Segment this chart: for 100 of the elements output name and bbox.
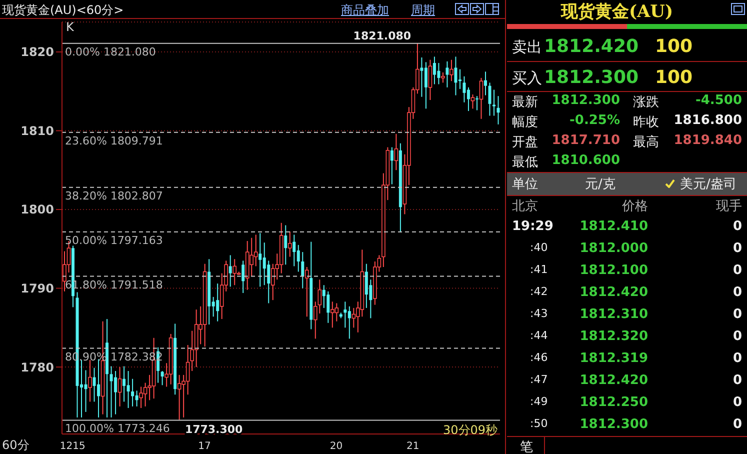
candlestick: [143, 382, 148, 407]
text: :50: [530, 417, 548, 430]
text: 1812.300: [580, 417, 648, 432]
x-tick-label: 17: [198, 441, 211, 452]
annotation: 30分09秒: [443, 422, 498, 439]
ref-line-label: 100.00% 1773.246: [65, 422, 170, 436]
candlestick: [394, 133, 398, 171]
text: :47: [530, 373, 548, 386]
candlestick: [496, 96, 500, 125]
text: :46: [530, 351, 548, 364]
candlestick: [322, 284, 326, 308]
text: 买入: [512, 69, 542, 88]
text: 0: [732, 417, 742, 432]
candlestick: [177, 374, 182, 420]
candlestick: [262, 242, 266, 286]
text: -0.25%: [570, 113, 620, 128]
candlestick: [326, 290, 330, 324]
text: 1812.250: [580, 395, 648, 410]
candlestick: [352, 307, 356, 328]
text: 1812.310: [580, 307, 648, 322]
text: 涨跌: [633, 94, 659, 111]
candlestick: [62, 250, 66, 292]
candlestick: [292, 234, 296, 267]
candlestick: [84, 370, 88, 412]
candlestick: [118, 366, 122, 407]
text: :43: [530, 307, 548, 320]
text: 最新: [512, 94, 538, 111]
x-tick-label: 1215: [60, 441, 86, 452]
candlestick: [462, 76, 466, 103]
text: 0: [732, 395, 742, 410]
candlestick: [122, 366, 126, 402]
candlestick: [334, 302, 339, 322]
candlestick: [258, 232, 262, 288]
candlestick: [454, 56, 458, 96]
y-tick-label: 1800: [20, 202, 54, 217]
text: :40: [530, 241, 548, 254]
text: 周期: [411, 2, 435, 19]
text: 最低: [512, 154, 538, 171]
candlestick: [390, 146, 394, 185]
text: 1812.420: [580, 373, 648, 388]
y-tick-label: 1790: [20, 282, 54, 296]
text: 1812.420: [580, 285, 648, 300]
candlestick: [348, 306, 351, 340]
candlestick: [160, 370, 164, 386]
text: 现货黄金(AU): [560, 1, 674, 23]
text: 1812.300: [552, 93, 620, 108]
text: 1812.300: [544, 67, 639, 88]
candlestick: [232, 258, 236, 286]
text: 0: [732, 329, 742, 344]
candlestick: [364, 263, 368, 308]
text: :42: [530, 285, 548, 298]
candlestick: [92, 367, 96, 402]
ref-line-label: 38.20% 1802.807: [65, 189, 163, 202]
candlestick: [437, 62, 440, 85]
text: 1816.800: [674, 113, 742, 128]
ref-line-label: 23.60% 1809.791: [65, 134, 163, 148]
candlestick: [466, 86, 470, 112]
candlestick: [492, 89, 496, 116]
text: 0: [732, 219, 742, 234]
y-tick-label: 1820: [20, 45, 54, 60]
text: -4.500: [695, 93, 742, 108]
text: 幅度: [512, 114, 538, 131]
text: :49: [530, 395, 548, 408]
chart-title: 现货黄金(AU)<60分>: [2, 2, 124, 19]
candlestick: [126, 370, 130, 409]
candlestick: [488, 82, 492, 116]
candlestick: [470, 94, 475, 110]
candlestick: [267, 260, 270, 304]
text: 0: [732, 241, 742, 256]
candlestick: [135, 390, 138, 407]
text: 昨收: [633, 114, 659, 131]
text: 60分: [2, 437, 30, 454]
text: 0: [732, 263, 742, 278]
x-tick-label: 20: [330, 441, 343, 452]
text: 开盘: [512, 134, 538, 151]
y-tick-label: 1810: [20, 124, 54, 138]
candlestick: [441, 72, 445, 84]
text: 笔: [520, 439, 533, 454]
text: 100: [655, 67, 693, 88]
candlestick: [446, 60, 449, 88]
text: 1810.600: [552, 153, 620, 168]
annotation: 1821.080: [353, 29, 412, 42]
text: :44: [530, 329, 548, 342]
candlestick: [139, 386, 143, 409]
candlestick: [228, 254, 232, 288]
text: 卖出: [512, 38, 542, 57]
text: 价格: [622, 198, 648, 215]
candlestick: [344, 301, 347, 328]
text: 现手: [716, 198, 742, 215]
candlestick: [254, 234, 258, 267]
candlestick: [288, 231, 292, 258]
candlestick: [284, 224, 288, 266]
text: 1812.320: [580, 329, 648, 344]
candlestick: [110, 366, 113, 418]
text: 19:29: [512, 219, 554, 234]
candlestick: [216, 283, 220, 322]
text: 北京: [512, 198, 538, 215]
candlestick: [330, 301, 334, 328]
annotation: K: [66, 20, 74, 34]
text: 1812.319: [580, 351, 648, 366]
